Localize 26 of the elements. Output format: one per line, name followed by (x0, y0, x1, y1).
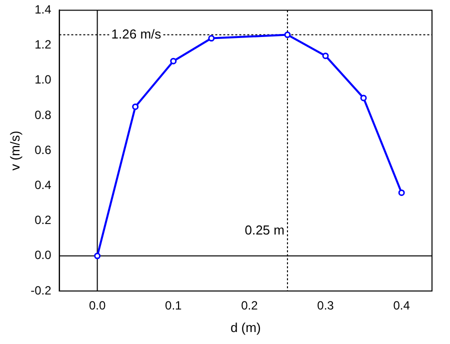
x-tick-label: 0.0 (88, 298, 106, 313)
y-tick-label: 1.2 (34, 38, 52, 52)
point (398, 189, 405, 196)
ref-line-label: 1.26 m/s (111, 26, 162, 42)
y-tick-label: 1.4 (34, 2, 52, 17)
y-tick-label: -0.2 (30, 283, 52, 298)
x-tick-label: 0.1 (165, 298, 182, 313)
y-tick-label: 0.2 (34, 213, 52, 228)
y-axis-title: v (m/s) (7, 130, 22, 170)
y-tick-label: 1.0 (34, 72, 52, 87)
point (94, 252, 101, 260)
point (208, 35, 215, 42)
y-tick-label: 0.4 (34, 178, 52, 192)
ref-line-label: 0.25 m (244, 222, 284, 238)
y-tick-label: 0.8 (34, 108, 52, 122)
x-tick-label: 0.3 (317, 298, 334, 313)
y-tick-label: 0.0 (34, 248, 52, 262)
point (170, 58, 177, 64)
point (360, 94, 367, 102)
x-tick-label: 0.4 (393, 298, 410, 313)
point (132, 103, 139, 110)
x-tick-label: 0.2 (241, 298, 258, 313)
x-axis-title: d (m) (230, 320, 261, 335)
point (284, 32, 291, 38)
point (322, 52, 329, 60)
y-tick-label: 0.6 (34, 142, 52, 157)
